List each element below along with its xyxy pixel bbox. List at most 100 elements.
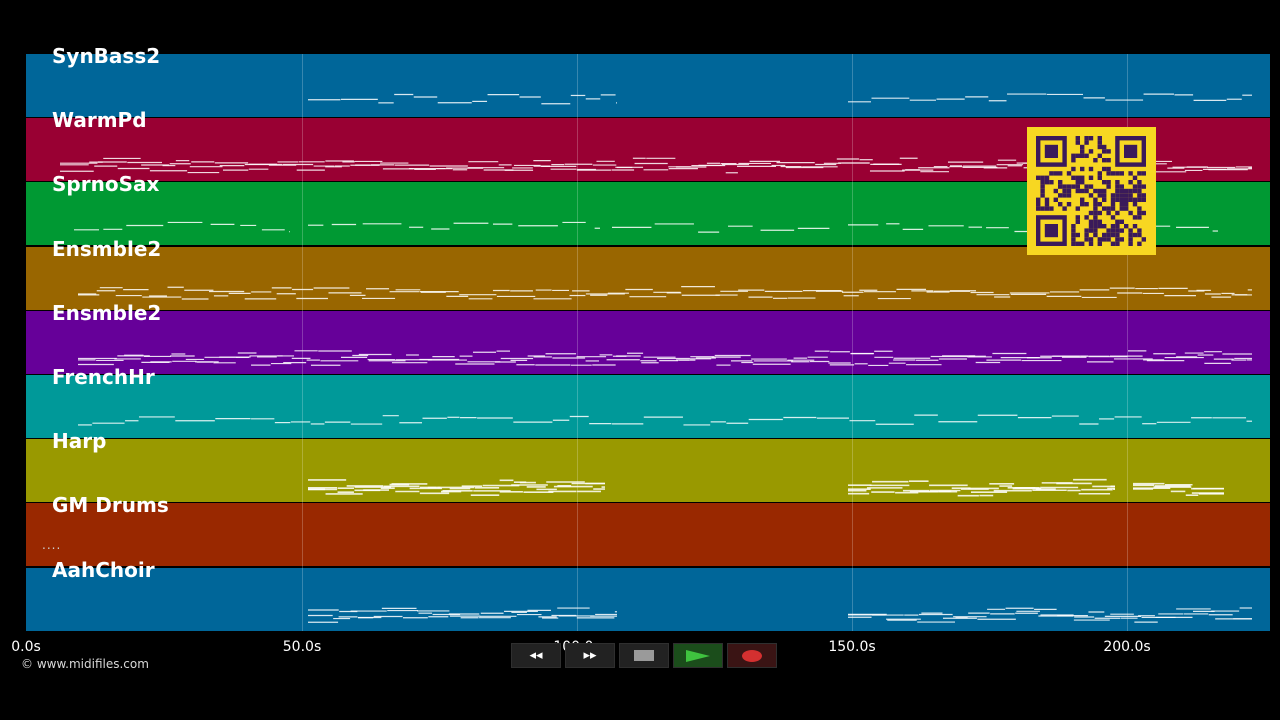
- qr-module: [1115, 241, 1120, 246]
- qr-module: [1075, 219, 1080, 224]
- qr-module: [1115, 180, 1120, 185]
- qr-module: [1040, 180, 1045, 185]
- qr-module: [1141, 184, 1146, 189]
- qr-module: [1128, 241, 1133, 246]
- qr-module: [1102, 237, 1107, 242]
- qr-module: [1115, 210, 1120, 216]
- qr-module: [1102, 224, 1107, 229]
- qr-module: [1106, 166, 1111, 172]
- qr-code-icon: [1027, 127, 1156, 255]
- track-label: SprnoSax: [52, 172, 160, 197]
- fast-forward-icon: ▸▸: [583, 648, 597, 663]
- qr-module: [1119, 197, 1124, 202]
- qr-module: [1058, 184, 1063, 189]
- qr-module: [1088, 241, 1094, 246]
- qr-module: [1044, 175, 1050, 180]
- qr-module: [1137, 210, 1142, 216]
- qr-module: [1080, 166, 1085, 172]
- qr-module: [1062, 188, 1067, 194]
- qr-module: [1110, 228, 1116, 233]
- qr-module: [1093, 197, 1098, 202]
- qr-module: [1075, 184, 1080, 189]
- qr-module: [1088, 210, 1094, 216]
- qr-module: [1075, 175, 1080, 180]
- qr-module: [1124, 197, 1129, 202]
- qr-module: [1106, 237, 1111, 242]
- qr-module: [1088, 237, 1094, 242]
- qr-module: [1040, 175, 1045, 180]
- qr-module: [1137, 171, 1142, 176]
- qr-module: [1132, 175, 1138, 180]
- track-label: GM Drums: [52, 493, 169, 518]
- qr-module: [1093, 210, 1098, 216]
- qr-module: [1044, 197, 1050, 202]
- qr-module: [1075, 215, 1080, 220]
- qr-module: [1071, 158, 1076, 163]
- qr-module: [1132, 202, 1138, 207]
- qr-module: [1058, 171, 1063, 176]
- qr-module: [1093, 219, 1098, 224]
- track-row: [26, 439, 1270, 503]
- qr-module: [1106, 171, 1111, 176]
- transport-controls: ◂◂ ▸▸: [511, 643, 777, 668]
- qr-module: [1115, 232, 1120, 238]
- qr-module: [1128, 237, 1133, 242]
- qr-finder-module: [1044, 144, 1058, 158]
- qr-module: [1040, 184, 1045, 189]
- qr-module: [1093, 224, 1098, 229]
- qr-module: [1102, 188, 1107, 194]
- qr-module: [1106, 206, 1111, 211]
- qr-finder-module: [1124, 144, 1138, 158]
- qr-module: [1124, 193, 1129, 198]
- track-row: [26, 567, 1270, 631]
- qr-module: [1110, 241, 1116, 246]
- qr-module: [1075, 140, 1080, 145]
- qr-module: [1084, 140, 1089, 145]
- qr-module: [1097, 144, 1102, 150]
- qr-module: [1128, 197, 1133, 202]
- qr-module: [1062, 184, 1067, 189]
- qr-module: [1088, 166, 1094, 172]
- qr-module: [1128, 193, 1133, 198]
- qr-module: [1110, 215, 1116, 220]
- track-label: AahChoir: [52, 557, 155, 582]
- track-label: Ensmble2: [52, 236, 162, 261]
- qr-module: [1097, 188, 1102, 194]
- qr-module: [1071, 241, 1076, 246]
- qr-module: [1102, 206, 1107, 211]
- qr-module: [1137, 197, 1142, 202]
- qr-module: [1128, 188, 1133, 194]
- track-label: Ensmble2: [52, 300, 162, 325]
- qr-module: [1132, 184, 1138, 189]
- play-button[interactable]: [673, 643, 723, 668]
- qr-module: [1084, 188, 1089, 194]
- qr-module: [1084, 228, 1089, 233]
- qr-module: [1137, 180, 1142, 185]
- qr-module: [1071, 232, 1076, 238]
- qr-module: [1058, 180, 1063, 185]
- qr-module: [1102, 197, 1107, 202]
- qr-module: [1084, 237, 1089, 242]
- qr-module: [1141, 210, 1146, 216]
- qr-module: [1075, 241, 1080, 246]
- qr-module: [1088, 149, 1094, 154]
- record-button[interactable]: [727, 643, 777, 668]
- qr-module: [1080, 241, 1085, 246]
- qr-module: [1119, 237, 1124, 242]
- qr-module: [1119, 171, 1124, 176]
- qr-module: [1080, 175, 1085, 180]
- fast-forward-button[interactable]: ▸▸: [565, 643, 615, 668]
- qr-module: [1093, 232, 1098, 238]
- stop-button[interactable]: [619, 643, 669, 668]
- qr-module: [1097, 136, 1102, 141]
- qr-module: [1106, 180, 1111, 185]
- qr-module: [1115, 188, 1120, 194]
- qr-module: [1132, 224, 1138, 229]
- qr-module: [1119, 228, 1124, 233]
- qr-module: [1071, 224, 1076, 229]
- qr-module: [1075, 188, 1080, 194]
- qr-module: [1071, 228, 1076, 233]
- qr-module: [1053, 188, 1058, 194]
- rewind-button[interactable]: ◂◂: [511, 643, 561, 668]
- qr-module: [1084, 153, 1089, 158]
